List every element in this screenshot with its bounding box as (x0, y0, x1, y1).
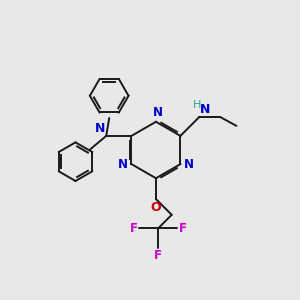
Text: N: N (152, 106, 162, 119)
Text: N: N (118, 158, 128, 171)
Text: N: N (200, 103, 211, 116)
Text: N: N (95, 122, 105, 135)
Text: N: N (184, 158, 194, 171)
Text: H: H (193, 100, 201, 110)
Text: F: F (178, 222, 187, 235)
Text: F: F (154, 249, 162, 262)
Text: O: O (151, 201, 161, 214)
Text: F: F (130, 222, 137, 235)
